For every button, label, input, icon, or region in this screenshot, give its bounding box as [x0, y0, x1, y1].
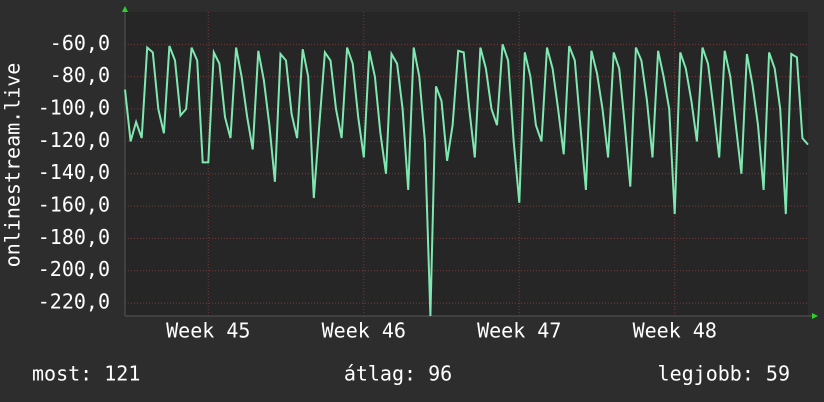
footer-stat: most: 121 [32, 362, 140, 386]
footer-stat: átlag: 96 [344, 362, 452, 386]
x-tick-label: Week 47 [477, 319, 561, 343]
y-axis-label: onlinestream.live [1, 63, 25, 268]
x-arrow [812, 313, 818, 319]
y-tick-label: -200,0 [38, 257, 110, 281]
footer-stat: legjobb: 59 [658, 362, 790, 386]
y-tick-label: -80,0 [50, 63, 110, 87]
y-tick-label: -160,0 [38, 193, 110, 217]
y-tick-label: -180,0 [38, 225, 110, 249]
y-tick-label: -220,0 [38, 290, 110, 314]
x-tick-label: Week 45 [166, 319, 250, 343]
y-arrow [122, 6, 128, 12]
y-tick-label: -120,0 [38, 128, 110, 152]
y-tick-label: -60,0 [50, 31, 110, 55]
y-tick-label: -100,0 [38, 96, 110, 120]
x-tick-label: Week 48 [633, 319, 717, 343]
y-tick-label: -140,0 [38, 160, 110, 184]
x-tick-label: Week 46 [322, 319, 406, 343]
line-series [124, 43, 809, 317]
